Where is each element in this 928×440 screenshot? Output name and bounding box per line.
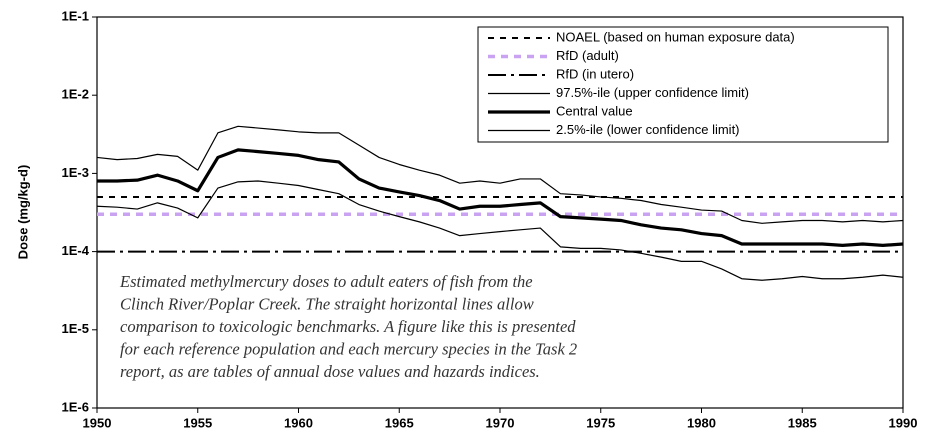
legend-box xyxy=(477,26,889,143)
annotation: comparison to toxicologic benchmarks. A … xyxy=(120,317,576,336)
x-tick-label: 1975 xyxy=(586,415,615,430)
legend-label: Central value xyxy=(556,103,633,118)
x-tick-label: 1980 xyxy=(687,415,716,430)
y-axis-label: Dose (mg/kg-d) xyxy=(15,165,30,260)
y-tick-label: 1E-1 xyxy=(62,8,89,23)
annotation: Clinch River/Poplar Creek. The straight … xyxy=(120,294,534,313)
series-line xyxy=(96,180,904,281)
y-tick-label: 1E-6 xyxy=(62,399,89,414)
series-line xyxy=(96,125,904,224)
y-tick-label: 1E-5 xyxy=(62,321,89,336)
x-tick-label: 1985 xyxy=(788,415,817,430)
x-tick-label: 1965 xyxy=(385,415,414,430)
series-line xyxy=(97,148,904,248)
annotation: Estimated methylmercury doses to adult e… xyxy=(119,272,533,291)
y-tick-label: 1E-2 xyxy=(62,87,89,102)
x-tick-label: 1960 xyxy=(284,415,313,430)
y-tick-label: 1E-3 xyxy=(62,165,89,180)
legend-label: 97.5%-ile (upper confidence limit) xyxy=(556,85,749,100)
y-tick-label: 1E-4 xyxy=(62,243,90,258)
legend-label: 2.5%-ile (lower confidence limit) xyxy=(556,122,740,137)
annotation: report, as are tables of annual dose val… xyxy=(120,362,540,381)
annotation: for each reference population and each m… xyxy=(120,339,577,358)
legend-label: NOAEL (based on human exposure data) xyxy=(556,29,795,44)
legend-label: RfD (adult) xyxy=(556,48,619,63)
legend-label: RfD (in utero) xyxy=(556,66,634,81)
x-tick-label: 1955 xyxy=(183,415,212,430)
x-tick-label: 1950 xyxy=(83,415,112,430)
x-tick-label: 1970 xyxy=(486,415,515,430)
x-tick-label: 1990 xyxy=(889,415,918,430)
